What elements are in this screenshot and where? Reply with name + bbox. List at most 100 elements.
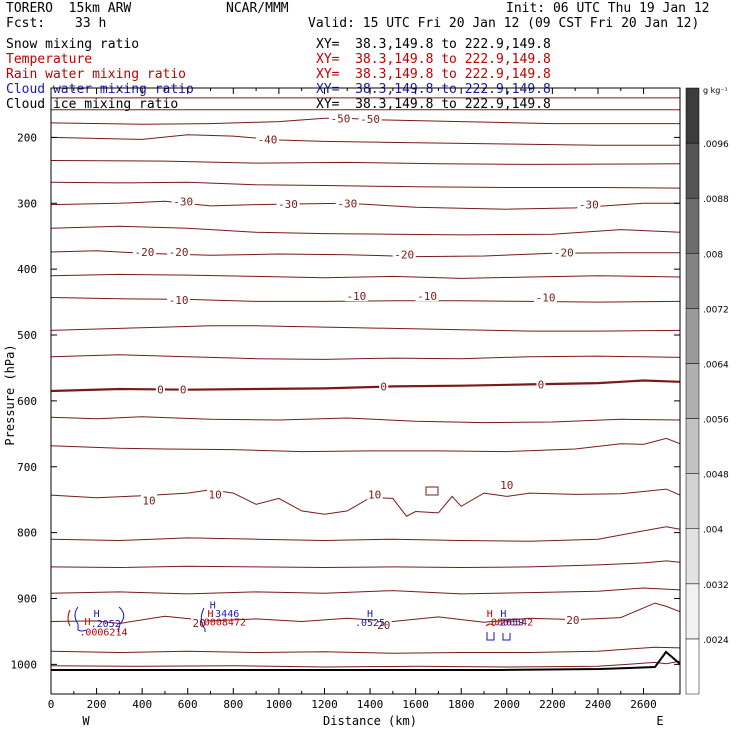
- cloud-water-contour: [200, 607, 206, 632]
- isotherm-label-bg: [498, 479, 515, 491]
- extrema-marker: H: [500, 609, 506, 620]
- field-name-rain: Rain water mixing ratio: [6, 67, 187, 82]
- isotherm-line: [50, 181, 681, 189]
- east-label: E: [656, 714, 663, 728]
- extrema-marker: .2659: [494, 617, 524, 628]
- cloud-water-contour: [486, 632, 495, 641]
- isotherm-label-bg: [379, 380, 389, 392]
- isotherm-label-bg: [132, 246, 156, 258]
- y-tick-label: 300: [17, 197, 37, 210]
- isotherm-label: 0: [538, 378, 545, 391]
- isotherm-line: [50, 160, 681, 165]
- colorbar-swatch: [685, 253, 700, 309]
- colorbar-label: .004: [703, 526, 723, 536]
- hydrometeor-contours: [67, 486, 511, 641]
- isotherm-label: -20: [169, 246, 189, 259]
- isotherm-label-bg: [328, 112, 352, 124]
- west-label: W: [82, 714, 90, 728]
- terrain-line: [51, 650, 681, 671]
- init-time: Init: 06 UTC Thu 19 Jan 12: [506, 1, 710, 16]
- colorbar-swatch: [685, 638, 700, 695]
- colorbar-swatch: [685, 528, 700, 585]
- x-axis-label: Distance (km): [323, 714, 417, 728]
- colorbar-swatch: [685, 418, 700, 474]
- field-xy-temperature: XY= 38.3,149.8 to 222.9,149.8: [316, 52, 551, 67]
- isotherm-label-bg: [415, 290, 439, 302]
- extrema-marker: .2052: [91, 619, 121, 630]
- isotherm-label-bg: [577, 198, 601, 210]
- field-xy-cloud-ice: XY= 38.3,149.8 to 222.9,149.8: [316, 97, 551, 112]
- colorbar-unit: g kg⁻¹: [703, 86, 728, 95]
- center-title: NCAR/MMM: [226, 1, 289, 16]
- x-tick-label: 800: [223, 698, 243, 711]
- x-tick-label: 0: [48, 698, 55, 711]
- isotherm-line: [50, 660, 681, 668]
- colorbar-label: .0024: [703, 636, 729, 646]
- isotherm-label: 0: [180, 384, 187, 397]
- isotherm-line: [50, 134, 680, 146]
- isotherm-label-bg: [392, 248, 416, 260]
- isotherm-label-bg: [167, 246, 191, 258]
- isotherm-label-bg: [534, 291, 558, 303]
- terrain: [51, 650, 681, 671]
- colorbar-label: .0032: [703, 581, 729, 591]
- x-tick-label: 1800: [448, 698, 475, 711]
- colorbar-label: .0048: [703, 471, 729, 481]
- axes: 0 200 400 600 800 1000 1200 1400 1600 1800 2000 220…: [11, 88, 680, 711]
- isotherm-label: 10: [368, 488, 381, 501]
- field-xy-rain: XY= 38.3,149.8 to 222.9,149.8: [316, 67, 551, 82]
- isotherm-label: 10: [142, 494, 155, 507]
- colorbar: .0024 .0032 .004 .0048 .0056 .0064 .0072 .008 .0…: [685, 87, 729, 695]
- isotherm-label: -20: [135, 246, 155, 259]
- x-tick-label: 400: [132, 698, 152, 711]
- isotherm-line: [50, 646, 681, 654]
- temperature-labels: -50 -50 -40 -30 -30 -30 -30 -20 -20 -20 -20 -10 -10 -…: [132, 112, 601, 632]
- colorbar-label: .0064: [703, 360, 729, 370]
- isotherm-label-bg: [155, 383, 165, 395]
- forecast-hours: 33 h: [75, 16, 107, 31]
- x-tick-label: 2200: [539, 698, 566, 711]
- y-tick-label: 200: [17, 131, 37, 144]
- isotherm-label: -10: [346, 290, 366, 303]
- isotherm-label: 10: [208, 488, 221, 501]
- colorbar-swatch: [685, 363, 700, 419]
- isotherm-label-bg: [552, 246, 576, 258]
- forecast-label: Fcst:: [6, 16, 46, 31]
- isotherm-label-bg: [167, 294, 191, 306]
- cloud-water-contour: [502, 633, 511, 641]
- y-tick-label: 1000: [11, 658, 38, 671]
- y-tick-label: 600: [17, 395, 37, 408]
- isotherm-label: -50: [360, 113, 380, 126]
- colorbar-swatch: [685, 308, 700, 364]
- colorbar-swatch: [685, 473, 700, 529]
- isotherm-line: [50, 416, 681, 424]
- isotherm-label: 20: [566, 614, 579, 627]
- colorbar-swatch: [685, 142, 700, 199]
- isotherm-label: 20: [377, 619, 390, 632]
- x-tick-label: 1600: [402, 698, 429, 711]
- cloud-water-contour: [117, 606, 125, 633]
- extrema-marker: .0006214: [79, 627, 127, 638]
- model-title: TORERO 15km ARW: [6, 1, 132, 16]
- field-name-snow: Snow mixing ratio: [6, 37, 140, 52]
- extrema-marker: H: [84, 617, 90, 628]
- extrema-marker: .0525: [355, 618, 385, 629]
- valid-time: Valid: 15 UTC Fri 20 Jan 12 (09 CST Fri …: [308, 16, 700, 31]
- isotherm-label: -50: [330, 112, 350, 125]
- isotherm-label: -10: [417, 290, 437, 303]
- isotherm-label: 10: [500, 479, 513, 492]
- isotherm-label: -30: [173, 195, 193, 208]
- isotherm-label-bg: [536, 378, 546, 390]
- isotherm-line: [50, 526, 681, 542]
- x-tick-label: 1200: [311, 698, 338, 711]
- isotherm-line: [50, 587, 681, 595]
- isotherm-label: -20: [554, 247, 574, 260]
- isotherm-label-bg: [335, 197, 359, 209]
- isotherm-label-bg: [375, 618, 392, 630]
- isotherm-label: -40: [258, 133, 278, 146]
- isotherm-label: -10: [536, 291, 556, 304]
- isotherm-label: -10: [169, 294, 189, 307]
- colorbar-swatch: [685, 197, 700, 254]
